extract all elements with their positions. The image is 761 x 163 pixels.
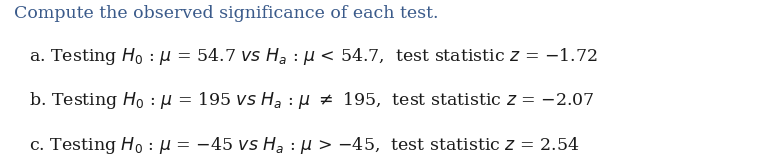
Text: b. Testing $H_0$ : $\mu$ = 195 $\mathit{vs}$ $H_a$ : $\mu$ $\neq$ 195,  test sta: b. Testing $H_0$ : $\mu$ = 195 $\mathit{… [29, 90, 594, 111]
Text: a. Testing $H_0$ : $\mu$ = 54.7 $\mathit{vs}$ $H_a$ : $\mu$ < 54.7,  test statis: a. Testing $H_0$ : $\mu$ = 54.7 $\mathit… [29, 46, 597, 67]
Text: c. Testing $H_0$ : $\mu$ = $-$45 $\mathit{vs}$ $H_a$ : $\mu$ > $-$45,  test stat: c. Testing $H_0$ : $\mu$ = $-$45 $\mathi… [29, 135, 579, 156]
Text: Compute the observed significance of each test.: Compute the observed significance of eac… [14, 5, 438, 22]
